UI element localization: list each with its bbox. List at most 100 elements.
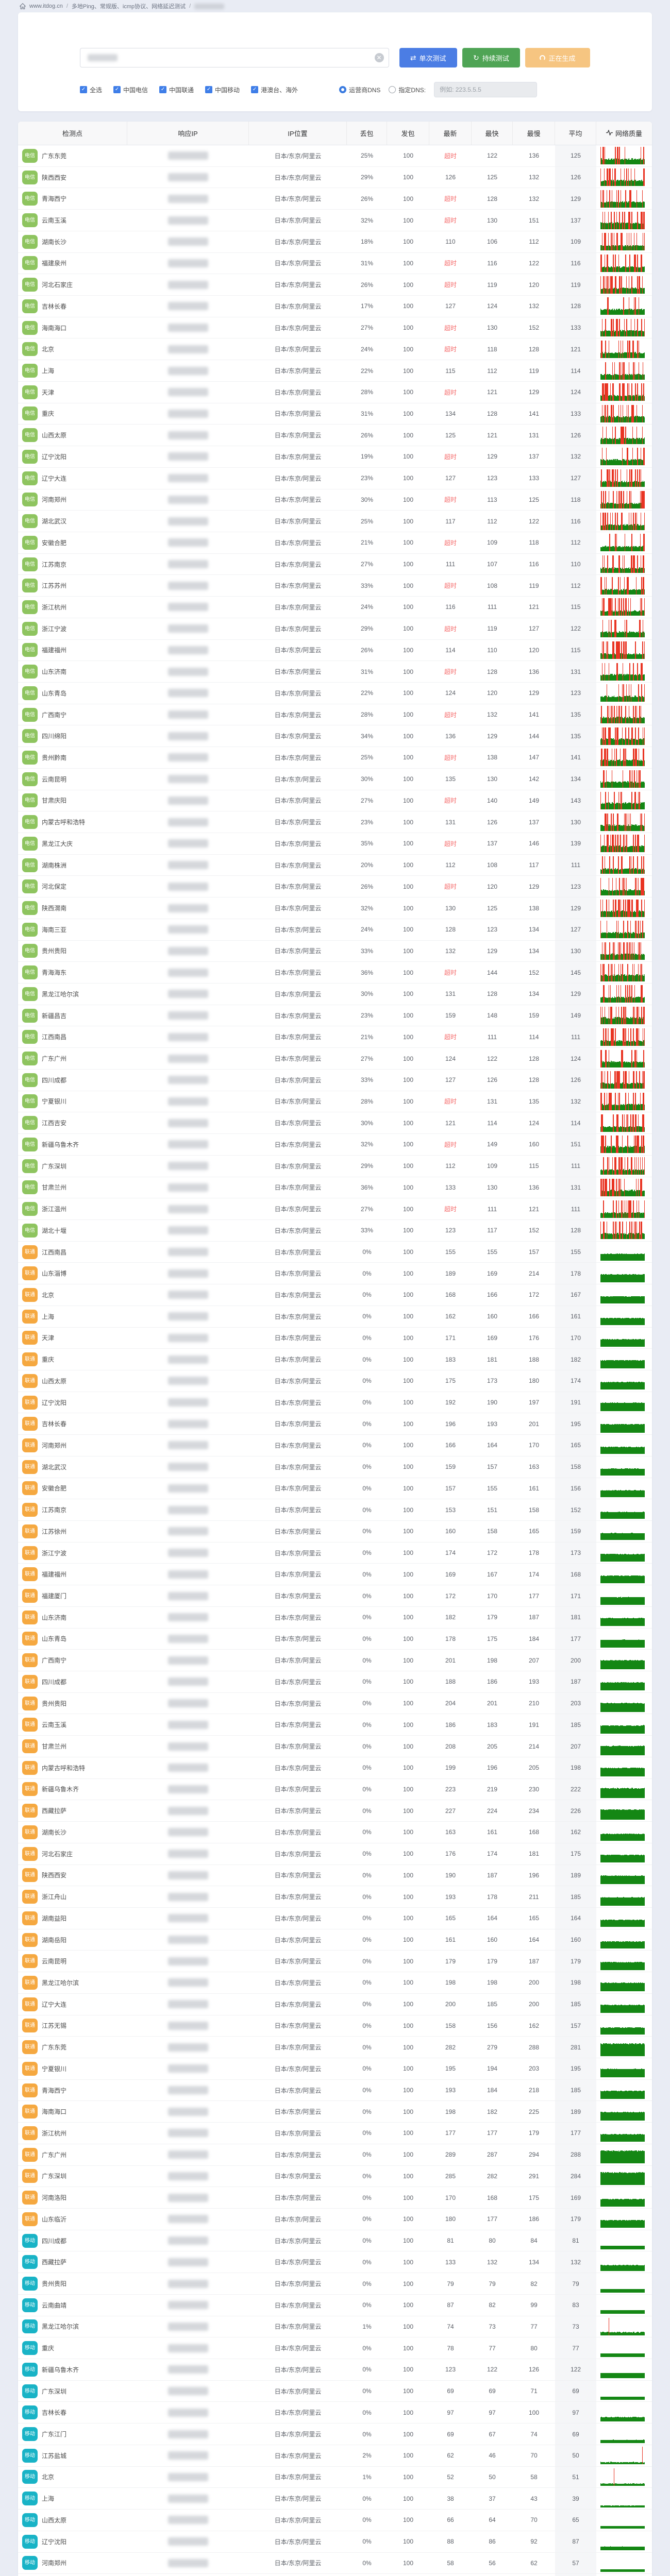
quality-sparkline xyxy=(600,1243,645,1261)
average-cell: 73 xyxy=(555,2316,596,2337)
fastest-cell: 148 xyxy=(487,1012,498,1020)
average-cell: 129 xyxy=(555,188,596,210)
ip-location-cell: 日本/东京/阿里云 xyxy=(274,1184,322,1192)
location-label: 福建福州 xyxy=(42,647,67,654)
response-ip-redacted xyxy=(168,1463,208,1471)
location-label: 广东深圳 xyxy=(42,1162,67,1170)
response-ip-cell xyxy=(127,425,249,446)
single-test-button[interactable]: ⇄ 单次测试 xyxy=(399,48,457,67)
latest-cell: 69 xyxy=(447,2387,454,2395)
table-row: 电信 山西太原 日本/东京/阿里云 26% 100 125 121 131 126 xyxy=(18,425,652,447)
latest-cell: 171 xyxy=(445,1334,456,1342)
location-label: 甘肃兰州 xyxy=(42,1743,67,1751)
slowest-cell: 152 xyxy=(528,1227,540,1234)
checkbox-checked-icon[interactable]: ✓ xyxy=(80,86,87,93)
sent-cell: 100 xyxy=(387,2574,429,2576)
loss-cell: 0% xyxy=(362,1549,372,1557)
latest-cell: 162 xyxy=(445,1313,456,1320)
table-body: 电信 广东东莞 日本/东京/阿里云 25% 100 超时 122 136 125 电信 陕西西安 日本… xyxy=(18,145,652,2576)
latest-cell: 66 xyxy=(447,2516,454,2524)
response-ip-cell xyxy=(127,2574,249,2576)
generating-button[interactable]: 正在生成 xyxy=(525,48,590,67)
sent-cell: 100 xyxy=(403,861,414,869)
ip-location-cell: 日本/东京/阿里云 xyxy=(274,711,322,719)
sent-cell: 100 xyxy=(403,2409,414,2416)
response-ip-redacted xyxy=(168,2451,208,2460)
detect-point-cell: 联通 浙江杭州 xyxy=(18,2123,127,2144)
checkbox-item-中国电信[interactable]: ✓ 中国电信 xyxy=(113,86,148,94)
quality-sparkline xyxy=(600,2189,645,2207)
detect-point-cell: 移动 北京 xyxy=(18,2467,127,2488)
location-label: 西藏拉萨 xyxy=(42,1807,67,1815)
quality-cell xyxy=(596,1757,652,1778)
isp-badge: 联通 xyxy=(22,1846,38,1861)
slowest-cell: 234 xyxy=(528,1807,540,1815)
quality-cell xyxy=(596,1048,652,1069)
sent-cell: 100 xyxy=(403,496,414,503)
slowest-cell: 162 xyxy=(528,2022,540,2029)
location-label: 贵州黔南 xyxy=(42,754,67,761)
radio-dot[interactable] xyxy=(389,86,396,93)
breadcrumb: www.itdog.cn / 多地Ping、常规版、icmp协议、网络延迟测试 … xyxy=(0,0,670,12)
radio-dot[interactable] xyxy=(339,86,347,93)
latest-cell: 超时 xyxy=(444,496,457,504)
isp-badge: 联通 xyxy=(22,1546,38,1560)
radio-item-运营商DNS[interactable]: 运营商DNS xyxy=(339,86,380,94)
loss-cell: 19% xyxy=(360,453,374,461)
average-cell: 157 xyxy=(555,2015,596,2037)
location-label: 吉林长春 xyxy=(42,2409,67,2417)
loss-cell: 29% xyxy=(360,1162,374,1170)
average-cell: 121 xyxy=(555,338,596,360)
average-cell: 129 xyxy=(555,897,596,919)
sent-cell: 100 xyxy=(403,1742,414,1750)
checkbox-item-中国联通[interactable]: ✓ 中国联通 xyxy=(159,86,194,94)
checkbox-item-中国移动[interactable]: ✓ 中国移动 xyxy=(205,86,240,94)
spinner-icon xyxy=(540,55,546,61)
custom-dns-input[interactable] xyxy=(434,82,538,97)
location-label: 安徽合肥 xyxy=(42,539,67,547)
location-label: 广东广州 xyxy=(42,1055,67,1063)
clear-input-icon[interactable]: ✕ xyxy=(374,53,384,62)
isp-badge: 联通 xyxy=(22,1674,38,1689)
checkbox-checked-icon[interactable]: ✓ xyxy=(251,86,259,93)
ip-location-cell: 日本/东京/阿里云 xyxy=(274,1700,322,1707)
latest-cell: 超时 xyxy=(444,797,457,805)
checkbox-item-港澳台、海外[interactable]: ✓ 港澳台、海外 xyxy=(251,86,298,94)
fastest-cell: 279 xyxy=(487,2043,498,2051)
average-cell: 69 xyxy=(555,2424,596,2445)
response-ip-redacted xyxy=(168,946,208,955)
fastest-cell: 198 xyxy=(487,1656,498,1664)
response-ip-redacted xyxy=(168,1162,208,1171)
sent-cell: 100 xyxy=(403,1291,414,1299)
quality-cell xyxy=(596,790,652,811)
ip-location-cell: 日本/东京/阿里云 xyxy=(274,2194,322,2202)
table-row: 联通 浙江舟山 日本/东京/阿里云 0% 100 193 178 211 185 xyxy=(18,1886,652,1908)
column-header-label: 网络质量 xyxy=(615,130,642,138)
quality-cell xyxy=(596,1650,652,1671)
quality-sparkline xyxy=(600,598,645,616)
checkbox-checked-icon[interactable]: ✓ xyxy=(159,86,167,93)
latest-cell: 289 xyxy=(445,2151,456,2159)
average-cell: 171 xyxy=(555,1585,596,1606)
average-cell: 145 xyxy=(555,962,596,984)
detect-point-cell: 电信 陕西西安 xyxy=(18,167,127,188)
checkbox-item-全选[interactable]: ✓ 全选 xyxy=(80,86,102,94)
ip-location-cell: 日本/东京/阿里云 xyxy=(274,990,322,998)
sent-cell: 100 xyxy=(403,1463,414,1471)
average-cell: 185 xyxy=(555,1993,596,2015)
radio-item-指定DNS[interactable]: 指定DNS: xyxy=(389,86,426,94)
table-row: 联通 浙江宁波 日本/东京/阿里云 0% 100 174 172 178 173 xyxy=(18,1542,652,1564)
quality-sparkline xyxy=(600,1265,645,1282)
checkbox-checked-icon[interactable]: ✓ xyxy=(205,86,213,93)
quality-sparkline xyxy=(600,2296,645,2314)
column-header-6: 最快 xyxy=(472,122,513,145)
quality-sparkline xyxy=(600,835,645,853)
sent-cell: 100 xyxy=(403,238,414,246)
continuous-test-button[interactable]: ↻ 持续测试 xyxy=(462,48,520,67)
column-header-8: 平均 xyxy=(555,122,596,145)
location-label: 北京 xyxy=(42,2473,55,2481)
target-host-input[interactable] xyxy=(80,48,389,67)
checkbox-checked-icon[interactable]: ✓ xyxy=(113,86,121,93)
breadcrumb-site-link[interactable]: www.itdog.cn xyxy=(29,3,63,9)
sent-cell: 100 xyxy=(403,216,414,224)
